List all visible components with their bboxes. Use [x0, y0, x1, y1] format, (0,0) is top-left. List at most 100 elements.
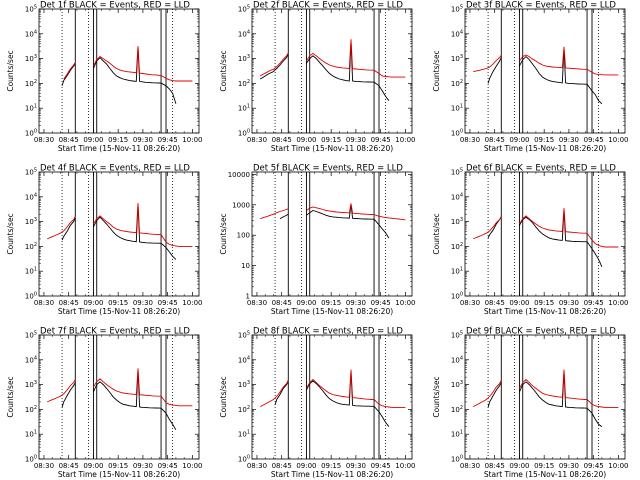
x-tick-label: 09:15 [534, 136, 554, 144]
y-tick-label: 100 [451, 129, 463, 138]
lld-series-line [306, 39, 406, 78]
y-tick-label: 104 [451, 192, 463, 201]
x-tick-label: 09:00 [83, 299, 103, 307]
x-tick-label: 08:45 [272, 136, 292, 144]
y-tick-label: 102 [238, 79, 250, 88]
events-series-line [306, 41, 390, 101]
events-series-line [518, 371, 603, 428]
lld-series-line [93, 46, 193, 82]
x-axis-label: Start Time (15-Nov-11 08:26:20) [58, 470, 180, 479]
y-tick-label: 100 [238, 129, 250, 138]
y-axis-label: Counts/sec [432, 213, 441, 254]
x-tick-label: 10:00 [182, 136, 202, 144]
events-series-line [305, 371, 390, 427]
y-axis-label: Counts/sec [219, 50, 228, 91]
y-tick-label: 101 [25, 104, 37, 113]
panel-det-5f: Det 5f BLACK = Events, RED = LLD 1 10 100 10… [219, 164, 415, 317]
panel-det-3f: Det 3f BLACK = Events, RED = LLD 100 101 10… [432, 1, 628, 154]
x-tick-label: 08:30 [34, 299, 54, 307]
y-tick-label: 105 [451, 331, 463, 340]
x-tick-label: 09:15 [321, 299, 341, 307]
panel-det-7f: Det 7f BLACK = Events, RED = LLD 100 101 10… [6, 327, 202, 480]
y-tick-label: 102 [25, 79, 37, 88]
y-tick-label: 103 [238, 54, 250, 63]
x-axis-label: Start Time (15-Nov-11 08:26:20) [58, 307, 180, 316]
y-tick-label: 103 [451, 54, 463, 63]
x-tick-label: 10:00 [608, 299, 628, 307]
x-tick-label: 09:15 [108, 299, 128, 307]
x-tick-label: 08:30 [247, 462, 267, 470]
y-axis-label: Counts/sec [6, 213, 15, 254]
panel-title: Det 9f BLACK = Events, RED = LLD [466, 327, 616, 337]
x-tick-label: 09:45 [371, 136, 391, 144]
y-tick-label: 104 [25, 192, 37, 201]
y-tick-label: 103 [451, 217, 463, 226]
y-tick-label: 103 [25, 54, 37, 63]
y-tick-label: 100 [237, 232, 250, 240]
y-tick-label: 104 [238, 355, 250, 364]
lld-series-line [473, 379, 502, 408]
x-tick-label: 09:15 [534, 299, 554, 307]
plot-frame [251, 171, 413, 297]
y-tick-label: 100 [238, 455, 250, 464]
x-tick-label: 08:45 [272, 299, 292, 307]
events-series-line [61, 382, 76, 408]
panel-det-6f: Det 6f BLACK = Events, RED = LLD 100 101 10… [432, 164, 628, 317]
x-tick-label: 09:30 [133, 299, 153, 307]
x-tick-label: 09:30 [346, 136, 366, 144]
lld-series-line [260, 208, 289, 220]
y-tick-label: 100 [25, 129, 37, 138]
events-series-line [61, 63, 76, 86]
y-tick-label: 1000 [232, 201, 250, 209]
panel-title: Det 2f BLACK = Events, RED = LLD [253, 1, 403, 11]
x-tick-label: 10:00 [182, 462, 202, 470]
y-tick-label: 100 [451, 292, 463, 301]
lld-series-line [519, 369, 619, 408]
y-tick-label: 10000 [228, 171, 250, 179]
x-tick-label: 08:30 [460, 136, 480, 144]
y-tick-label: 105 [25, 168, 37, 177]
x-tick-label: 10:00 [395, 462, 415, 470]
events-series-line [487, 57, 502, 84]
y-axis-label: Counts/sec [219, 213, 228, 254]
y-tick-label: 101 [451, 267, 463, 276]
x-tick-label: 09:45 [158, 462, 178, 470]
lld-series-line [473, 216, 502, 240]
x-axis-label: Start Time (15-Nov-11 08:26:20) [484, 144, 606, 153]
x-tick-label: 08:45 [59, 462, 79, 470]
x-tick-label: 09:45 [584, 462, 604, 470]
y-tick-label: 101 [451, 430, 463, 439]
y-tick-label: 105 [238, 331, 250, 340]
x-tick-label: 10:00 [182, 299, 202, 307]
x-tick-label: 09:30 [559, 136, 579, 144]
x-tick-label: 10:00 [608, 462, 628, 470]
x-tick-label: 08:45 [59, 299, 79, 307]
x-tick-label: 08:45 [485, 299, 505, 307]
x-tick-label: 09:00 [509, 299, 529, 307]
lld-series-line [47, 216, 76, 240]
plot-frame [251, 334, 413, 460]
y-tick-label: 102 [25, 405, 37, 414]
y-tick-label: 103 [451, 380, 463, 389]
y-tick-label: 105 [25, 5, 37, 14]
x-tick-label: 08:45 [485, 462, 505, 470]
y-tick-label: 105 [451, 168, 463, 177]
x-tick-label: 09:15 [321, 136, 341, 144]
y-tick-label: 103 [238, 380, 250, 389]
panel-det-8f: Det 8f BLACK = Events, RED = LLD 100 101 10… [219, 327, 415, 480]
x-tick-label: 09:30 [133, 462, 153, 470]
plot-frame [464, 8, 626, 134]
lld-series-line [519, 208, 619, 248]
events-series-line [306, 204, 390, 239]
y-tick-label: 102 [451, 79, 463, 88]
panel-title: Det 8f BLACK = Events, RED = LLD [253, 327, 403, 337]
x-tick-label: 09:45 [158, 136, 178, 144]
events-series-line [519, 209, 603, 267]
x-tick-label: 09:00 [83, 462, 103, 470]
y-axis-label: Counts/sec [432, 50, 441, 91]
panel-det-4f: Det 4f BLACK = Events, RED = LLD 100 101 10… [6, 164, 202, 317]
plot-frame [464, 171, 626, 297]
y-tick-label: 102 [451, 405, 463, 414]
x-axis-label: Start Time (15-Nov-11 08:26:20) [484, 307, 606, 316]
